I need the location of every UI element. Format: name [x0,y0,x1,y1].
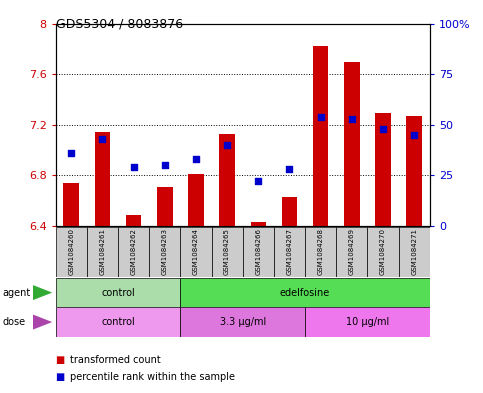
Bar [251,222,266,226]
Bar [56,307,180,337]
Bar [344,62,360,226]
Point [379,126,387,132]
Bar [282,197,298,226]
Bar [180,227,212,277]
Text: GSM1084265: GSM1084265 [224,228,230,275]
Text: 10 μg/ml: 10 μg/ml [346,317,389,327]
Text: GSM1084263: GSM1084263 [162,228,168,275]
Text: edelfosine: edelfosine [280,288,330,298]
Bar [313,46,328,226]
Text: percentile rank within the sample: percentile rank within the sample [70,372,235,382]
Bar [219,134,235,226]
Text: GSM1084268: GSM1084268 [318,228,324,275]
Point [348,116,356,122]
Bar [180,278,430,307]
Bar [56,227,87,277]
Bar [149,227,180,277]
Point [129,164,137,171]
Bar [398,227,430,277]
Text: GSM1084269: GSM1084269 [349,228,355,275]
Polygon shape [33,314,52,330]
Text: dose: dose [2,317,26,327]
Bar [336,227,368,277]
Bar [212,227,242,277]
Point [255,178,262,185]
Point [99,136,106,142]
Bar [305,307,430,337]
Text: GSM1084261: GSM1084261 [99,228,105,275]
Point [285,166,293,173]
Point [67,150,75,156]
Bar [188,174,204,226]
Bar [242,227,274,277]
Text: GSM1084262: GSM1084262 [130,228,137,275]
Bar [305,227,336,277]
Bar [407,116,422,226]
Point [192,156,200,162]
Polygon shape [33,285,52,300]
Text: GSM1084270: GSM1084270 [380,228,386,275]
Text: control: control [101,317,135,327]
Text: ■: ■ [56,354,65,365]
Bar [180,307,305,337]
Text: GSM1084271: GSM1084271 [411,228,417,275]
Point [161,162,169,169]
Bar [118,227,149,277]
Bar [95,132,110,226]
Bar [368,227,398,277]
Text: agent: agent [2,288,30,298]
Bar [56,278,180,307]
Text: GSM1084260: GSM1084260 [68,228,74,275]
Text: GSM1084266: GSM1084266 [256,228,261,275]
Text: GDS5304 / 8083876: GDS5304 / 8083876 [56,18,183,31]
Text: GSM1084267: GSM1084267 [286,228,293,275]
Bar [87,227,118,277]
Bar [126,215,142,226]
Bar [274,227,305,277]
Text: control: control [101,288,135,298]
Point [411,132,418,138]
Text: GSM1084264: GSM1084264 [193,228,199,275]
Text: ■: ■ [56,372,65,382]
Bar [157,187,172,226]
Bar [375,114,391,226]
Point [317,114,325,120]
Text: transformed count: transformed count [70,354,161,365]
Bar [63,183,79,226]
Point [223,142,231,148]
Text: 3.3 μg/ml: 3.3 μg/ml [220,317,266,327]
